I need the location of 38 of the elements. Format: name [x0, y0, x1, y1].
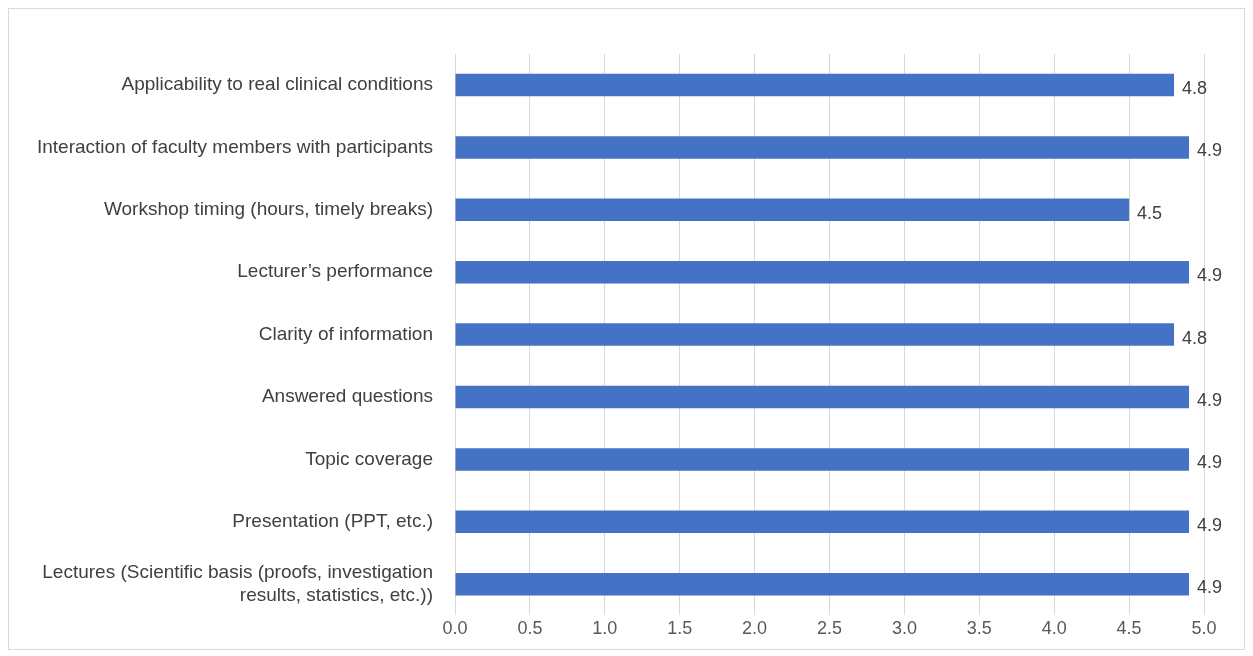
x-tick-label: 1.0 [592, 618, 618, 639]
data-label: 4.9 [1197, 577, 1223, 598]
data-label: 4.9 [1197, 389, 1223, 410]
bar [455, 260, 1190, 284]
x-tick-label: 3.0 [891, 618, 917, 639]
x-tick-label: 1.5 [667, 618, 693, 639]
y-tick-label: Workshop timing (hours, timely breaks) [103, 198, 433, 220]
bar [455, 448, 1190, 471]
bar [455, 198, 1130, 222]
data-label: 4.8 [1182, 327, 1208, 348]
bar [455, 323, 1175, 346]
x-tick-label: 0.5 [517, 618, 543, 639]
bar [455, 136, 1190, 159]
data-label: 4.9 [1197, 265, 1223, 286]
data-label: 4.5 [1137, 202, 1163, 223]
y-tick-label: Lecturer’s performance [237, 260, 433, 282]
x-tick-label: 3.5 [966, 618, 992, 639]
data-label: 4.9 [1197, 452, 1223, 473]
y-tick-label: Interaction of faculty members with participants [36, 135, 433, 157]
y-tick-label: Applicability to real clinical conditions [121, 73, 433, 95]
y-tick-label: Topic coverage [305, 447, 433, 469]
x-tick-label: 2.0 [742, 618, 768, 639]
data-label: 4.9 [1197, 140, 1223, 161]
bar [455, 385, 1190, 409]
bar [455, 510, 1190, 534]
x-tick-label: 0.0 [442, 618, 468, 639]
bar [455, 572, 1190, 596]
y-tick-label: Lectures (Scientific basis (proofs, investigation results, statistics, etc.)) [42, 561, 433, 605]
data-label: 4.8 [1182, 77, 1208, 98]
x-tick-label: 5.0 [1191, 618, 1217, 639]
y-tick-label: Presentation (PPT, etc.) [232, 510, 433, 532]
y-tick-label: Answered questions [261, 385, 433, 407]
bar [455, 73, 1175, 97]
x-tick-label: 4.0 [1041, 618, 1067, 639]
data-label: 4.9 [1197, 514, 1223, 535]
x-tick-label: 4.5 [1116, 618, 1142, 639]
y-tick-label: Clarity of information [258, 322, 433, 344]
x-tick-label: 2.5 [816, 618, 843, 639]
